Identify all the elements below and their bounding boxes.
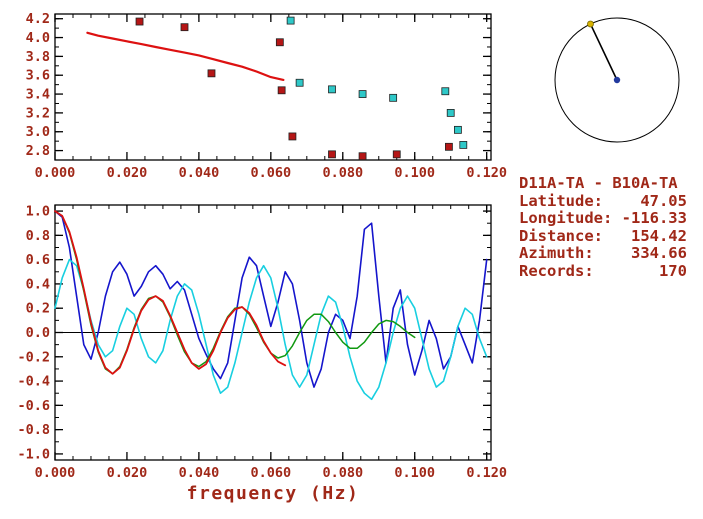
station-info-panel: D11A-TA - B10A-TA Latitude: 47.05 Longit… [519, 174, 687, 280]
y-tick-label: 0.0 [26, 325, 50, 341]
data-point-marker[interactable] [277, 86, 286, 95]
x-tick-label: 0.080 [322, 465, 363, 481]
y-tick-label: 0.8 [26, 228, 50, 244]
info-records: Records: 170 [519, 261, 687, 280]
data-point-marker[interactable] [454, 125, 462, 134]
y-tick-label: 4.0 [26, 30, 50, 46]
y-tick-label: 2.8 [26, 143, 50, 159]
data-point-marker[interactable] [358, 152, 367, 161]
x-tick-label: 0.120 [466, 165, 507, 181]
data-point-marker[interactable] [459, 141, 468, 149]
x-axis-label: frequency (Hz) [187, 483, 360, 504]
y-tick-label: -0.6 [17, 398, 50, 414]
y-tick-label: -0.8 [17, 422, 50, 438]
data-point-marker[interactable] [441, 87, 450, 96]
y-tick-label: 3.4 [26, 87, 50, 103]
data-point-marker[interactable] [288, 132, 297, 141]
data-point-marker[interactable] [295, 78, 304, 87]
x-tick-label: 0.100 [394, 165, 435, 181]
info-distance: Distance: 154.42 [519, 226, 687, 245]
spectra-panel[interactable]: 0.000 0.020 0.040 0.060 0.080 0.100 0.120 -1.0 -… [17, 204, 507, 504]
data-point-marker[interactable] [392, 150, 401, 159]
group-velocity-picks-red[interactable] [135, 17, 453, 161]
data-point-marker[interactable] [207, 69, 216, 78]
y-tick-label: 0.2 [26, 301, 50, 317]
station-dot [613, 76, 621, 84]
data-point-marker[interactable] [358, 90, 367, 98]
x-tick-label: 0.000 [35, 165, 76, 181]
y-tick-label: -1.0 [17, 446, 50, 462]
info-longitude: Longitude: -116.33 [519, 209, 687, 227]
azimuth-line [589, 23, 618, 81]
data-point-marker[interactable] [135, 17, 144, 26]
x-tick-label: 0.080 [322, 165, 363, 181]
data-point-marker[interactable] [180, 23, 189, 32]
y-tick-label: 4.2 [26, 11, 50, 27]
azimuth-indicator [554, 17, 680, 143]
station-pair-title: D11A-TA - B10A-TA [519, 174, 678, 192]
y-tick-label: -0.2 [17, 349, 50, 365]
x-tick-label: 0.060 [251, 465, 292, 481]
data-point-marker[interactable] [275, 38, 284, 47]
data-point-marker[interactable] [286, 16, 295, 25]
x-tick-label: 0.120 [466, 465, 507, 481]
y-tick-label: 1.0 [26, 204, 50, 220]
phase-velocity-picks-cyan[interactable] [286, 16, 468, 149]
data-point-marker[interactable] [446, 109, 455, 117]
y-tick-label: 0.4 [26, 276, 50, 292]
x-tick-label: 0.020 [107, 465, 148, 481]
data-point-marker[interactable] [389, 93, 398, 102]
y-tick-label: 3.6 [26, 68, 50, 84]
y-tick-label: 3.0 [26, 124, 50, 140]
source-dot [587, 20, 594, 28]
observed-spectrum-cyan [54, 258, 488, 401]
y-tick-label: 3.2 [26, 105, 50, 121]
azimuth-circle [554, 17, 680, 143]
model-spectrum-green [54, 210, 416, 375]
x-tick-label: 0.000 [35, 465, 76, 481]
model-spectrum-red [54, 210, 287, 375]
data-point-marker[interactable] [328, 150, 336, 159]
info-azimuth: Azimuth: 334.66 [519, 244, 687, 262]
dispersion-panel[interactable]: 0.000 0.020 0.040 0.060 0.080 0.100 0.120 2.8 3.… [26, 11, 507, 181]
x-tick-label: 0.100 [394, 465, 435, 481]
dispersion-model-curve [86, 31, 285, 82]
observed-spectrum-blue [54, 210, 488, 388]
y-tick-label: 3.8 [26, 49, 50, 65]
plot-border [54, 13, 492, 161]
data-point-marker[interactable] [445, 142, 453, 151]
info-latitude: Latitude: 47.05 [519, 191, 687, 210]
x-tick-label: 0.040 [179, 165, 220, 181]
y-tick-label: -0.4 [17, 374, 50, 390]
y-tick-label: 0.6 [26, 252, 50, 268]
x-tick-label: 0.040 [179, 465, 220, 481]
plot-border [54, 204, 492, 461]
x-tick-label: 0.060 [251, 165, 292, 181]
data-point-marker[interactable] [328, 85, 336, 94]
x-tick-label: 0.020 [107, 165, 148, 181]
